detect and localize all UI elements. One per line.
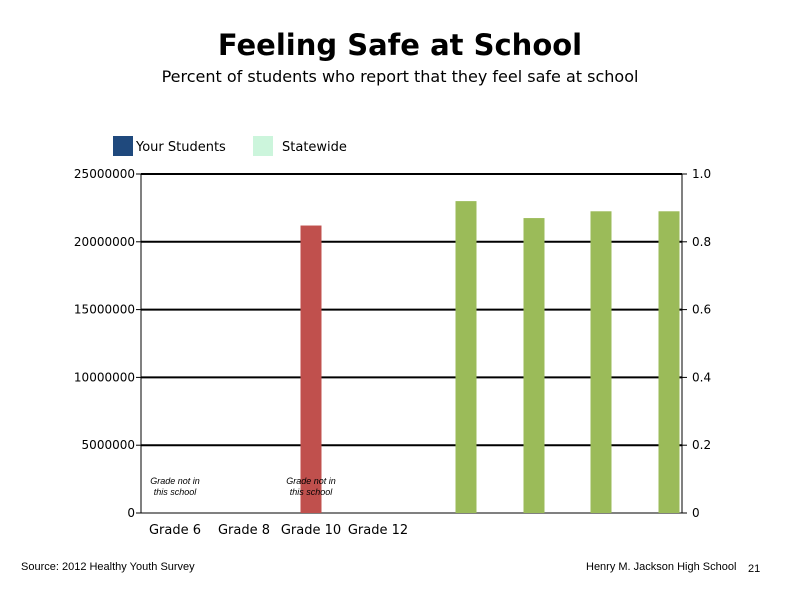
annotation-text: Grade not in <box>150 476 200 486</box>
school-name: Henry M. Jackson High School <box>586 561 737 573</box>
primary-tick-label: 15000000 <box>74 303 135 317</box>
primary-tick-label: 10000000 <box>74 370 135 384</box>
bar <box>455 201 477 513</box>
primary-tick-label: 0 <box>127 506 135 520</box>
chart-subtitle: Percent of students who report that they… <box>161 67 639 86</box>
page-number: 21 <box>748 563 761 575</box>
legend-label: Your Students <box>135 140 226 155</box>
bar <box>523 218 545 513</box>
legend-swatch <box>113 136 133 156</box>
bar <box>658 211 680 514</box>
annotation-text: this school <box>290 487 334 497</box>
legend-label: Statewide <box>282 140 347 155</box>
secondary-tick-label: 1.0 <box>692 167 711 181</box>
category-label: Grade 8 <box>218 523 270 538</box>
secondary-tick-label: 0.8 <box>692 235 711 249</box>
legend-swatch <box>253 136 273 156</box>
primary-tick-label: 20000000 <box>74 235 135 249</box>
secondary-tick-label: 0 <box>692 506 700 520</box>
bar <box>590 211 612 514</box>
secondary-tick-label: 0.2 <box>692 438 711 452</box>
source-note: Source: 2012 Healthy Youth Survey <box>21 561 195 573</box>
annotation-text: this school <box>154 487 198 497</box>
chart-title: Feeling Safe at School <box>217 28 583 62</box>
primary-tick-label: 25000000 <box>74 167 135 181</box>
primary-tick-label: 5000000 <box>82 438 135 452</box>
category-label: Grade 12 <box>348 523 408 538</box>
secondary-tick-label: 0.4 <box>692 370 711 384</box>
bar <box>300 225 322 513</box>
secondary-tick-label: 0.6 <box>692 303 711 317</box>
annotation-text: Grade not in <box>286 476 336 486</box>
category-label: Grade 10 <box>281 523 341 538</box>
category-label: Grade 6 <box>149 523 201 538</box>
